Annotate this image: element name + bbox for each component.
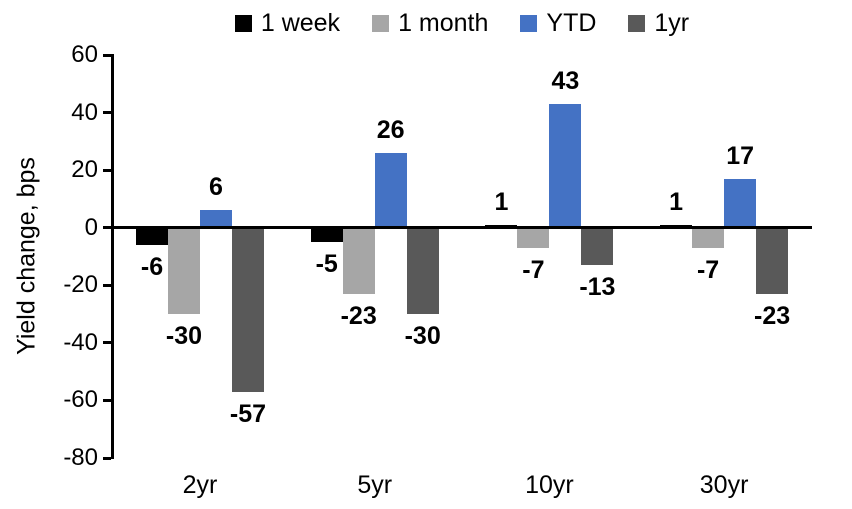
bar-value-label: -13 <box>579 273 616 302</box>
bar-value-label: 26 <box>376 115 405 144</box>
legend-label: 1 month <box>398 9 489 37</box>
bar-value-label: -23 <box>340 301 377 330</box>
bar-1-week-2yr <box>136 227 168 245</box>
bar-value-label: -30 <box>165 322 203 351</box>
bar-ytd-10yr <box>549 103 582 228</box>
bar-value-label: -7 <box>522 255 545 284</box>
bar-1-month-5yr <box>342 227 375 294</box>
y-tick-label: 0 <box>84 213 98 241</box>
bar-1yr-30yr <box>756 227 789 294</box>
legend-item-ytd: YTD <box>520 6 596 40</box>
bar-ytd-30yr <box>724 178 757 228</box>
bar-value-label: -6 <box>140 252 164 281</box>
bar-value-label: 43 <box>551 66 580 95</box>
y-tick-label: -60 <box>63 386 98 414</box>
bar-1yr-10yr <box>581 227 614 266</box>
bar-value-label: -5 <box>315 250 338 279</box>
y-tick <box>103 226 111 230</box>
legend-swatch-icon <box>372 14 390 32</box>
bar-1-month-10yr <box>517 227 550 248</box>
y-tick-label: 40 <box>71 98 98 126</box>
legend-label: 1 week <box>260 9 341 37</box>
y-tick-label: -40 <box>63 328 98 356</box>
y-axis-line <box>111 54 114 459</box>
legend-item-1-month: 1 month <box>372 6 488 40</box>
bar-value-label: -30 <box>404 322 441 351</box>
bar-ytd-2yr <box>200 210 232 228</box>
y-tick <box>103 341 111 345</box>
bar-1-month-2yr <box>168 227 200 315</box>
y-tick-label: 20 <box>71 156 98 184</box>
x-category-label-10yr: 10yr <box>525 471 574 499</box>
y-tick <box>103 283 111 287</box>
legend-label: 1yr <box>654 9 690 37</box>
y-tick <box>103 53 111 57</box>
y-tick <box>103 456 111 460</box>
bar-value-label: 1 <box>669 187 684 216</box>
x-category-label-2yr: 2yr <box>182 471 218 499</box>
legend-item-1-week: 1 week <box>234 6 341 40</box>
bar-1yr-5yr <box>406 227 439 315</box>
bar-value-label: -7 <box>696 255 720 284</box>
y-tick <box>103 168 111 172</box>
y-tick <box>103 398 111 402</box>
legend-swatch-icon <box>520 14 538 32</box>
bar-value-label: -23 <box>754 301 791 330</box>
bar-1yr-2yr <box>232 227 264 392</box>
chart-legend: 1 week 1 month YTD 1yr <box>112 6 812 40</box>
bar-value-label: 6 <box>209 173 223 202</box>
bar-value-label: -57 <box>229 399 267 428</box>
y-tick <box>103 111 111 115</box>
legend-swatch-icon <box>628 14 646 32</box>
y-tick-label: -80 <box>63 444 98 471</box>
bar-value-label: 17 <box>726 141 754 170</box>
y-tick-label: 60 <box>71 41 98 68</box>
bar-value-label: 1 <box>494 187 509 216</box>
x-category-label-5yr: 5yr <box>357 471 393 499</box>
x-category-label-30yr: 30yr <box>699 471 749 499</box>
legend-label: YTD <box>546 9 597 37</box>
legend-item-1yr: 1yr <box>628 6 689 40</box>
bar-1-month-30yr <box>692 227 725 248</box>
legend-swatch-icon <box>234 14 252 32</box>
x-axis-line <box>111 226 812 230</box>
bar-ytd-5yr <box>374 152 407 228</box>
bar-1-week-5yr <box>310 227 343 243</box>
y-tick-label: -20 <box>63 271 98 299</box>
